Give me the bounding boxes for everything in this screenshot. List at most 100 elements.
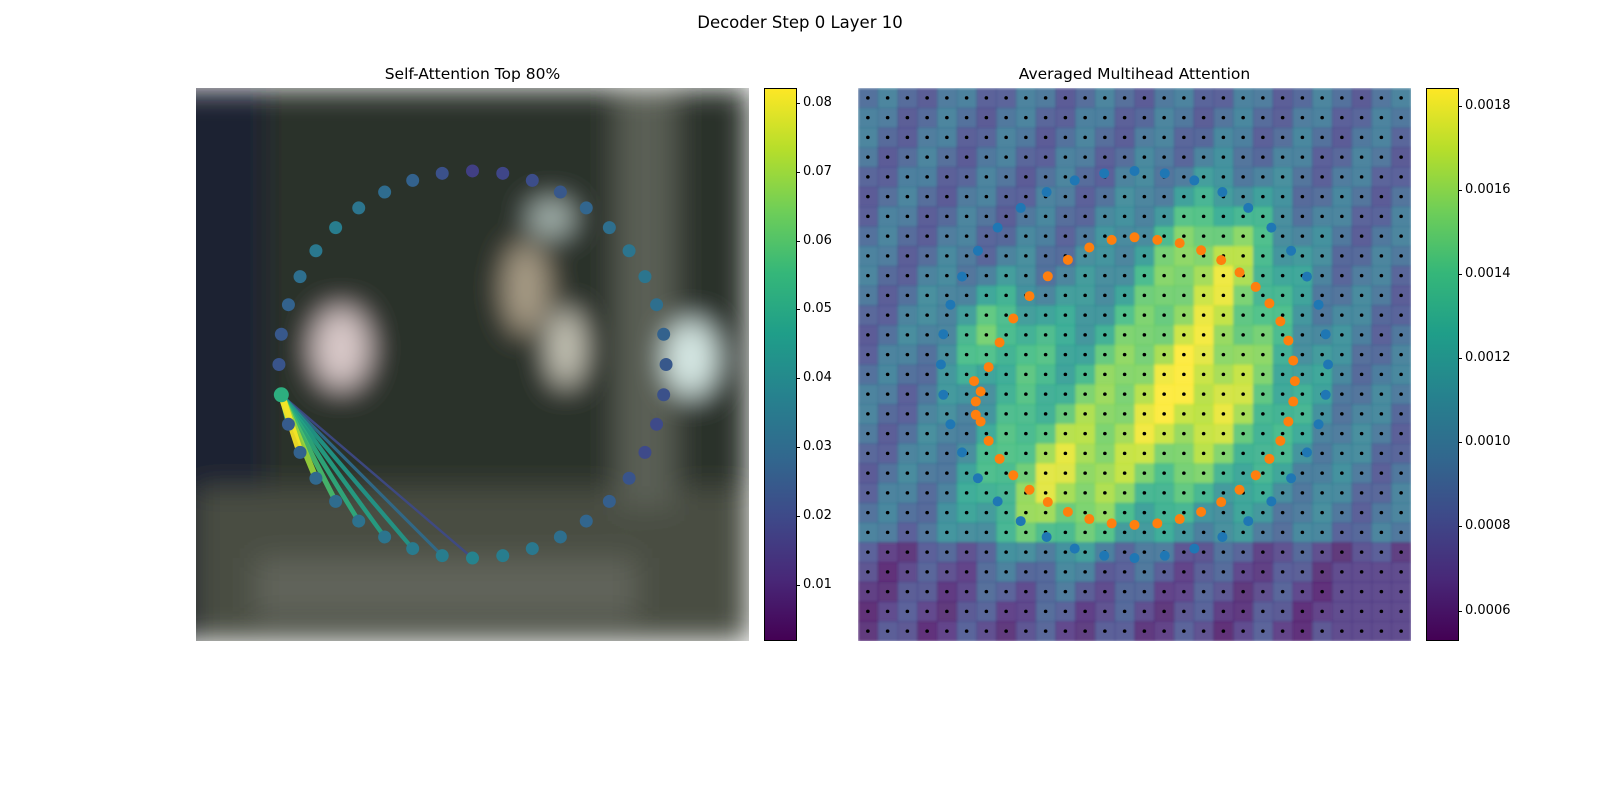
grid-dot <box>1359 570 1364 574</box>
grid-dot <box>905 194 910 199</box>
grid-dot <box>984 175 989 179</box>
grid-dot <box>1359 135 1364 140</box>
grid-dot <box>1162 115 1166 120</box>
blue-point <box>1069 175 1080 186</box>
grid-dot <box>1083 234 1087 238</box>
left-colorbar-tick-label: 0.03 <box>803 439 832 454</box>
grid-dot <box>1201 194 1206 199</box>
grid-dot <box>1280 510 1285 515</box>
grid-dot <box>1103 570 1107 574</box>
grid-dot <box>964 550 969 554</box>
grid-dot <box>1063 234 1068 238</box>
grid-dot <box>1201 471 1206 475</box>
grid-dot <box>1004 194 1008 199</box>
left-colorbar-tickmark <box>796 172 800 173</box>
blue-point <box>1015 202 1026 213</box>
blue-point <box>1069 543 1080 554</box>
blue-point <box>1189 543 1200 554</box>
grid-dot <box>984 530 989 535</box>
grid-dot <box>1379 194 1384 199</box>
grid-dot <box>1122 293 1127 298</box>
grid-dot <box>1399 194 1403 199</box>
attention-link <box>279 393 444 558</box>
grid-dot <box>1379 234 1384 238</box>
grid-dot <box>1004 431 1008 436</box>
grid-dot <box>905 412 910 416</box>
grid-dot <box>1182 214 1186 219</box>
grid-dot <box>1004 372 1008 377</box>
grid-dot <box>1063 333 1068 337</box>
circle-point <box>602 494 616 508</box>
grid-dot <box>1300 115 1305 120</box>
circle-point <box>435 166 449 180</box>
grid-dot <box>1142 609 1147 614</box>
grid-dot <box>925 293 929 298</box>
grid-dot <box>1280 254 1285 258</box>
grid-dot <box>945 451 949 456</box>
grid-dot <box>1103 412 1107 416</box>
right-colorbar-tickmark <box>1458 442 1462 443</box>
grid-dot <box>885 175 890 179</box>
grid-dot <box>1359 293 1364 298</box>
grid-dot <box>1261 135 1265 140</box>
grid-dot <box>1280 491 1285 495</box>
grid-dot <box>1043 254 1048 258</box>
circle-point <box>274 327 288 341</box>
grid-dot <box>1004 352 1008 357</box>
grid-dot <box>1063 570 1068 574</box>
grid-dot <box>1004 273 1008 278</box>
grid-dot <box>1261 293 1265 298</box>
grid-dot <box>984 491 989 495</box>
grid-dot <box>1201 175 1206 179</box>
grid-dot <box>1162 431 1166 436</box>
grid-dot <box>945 550 949 554</box>
grid-dot <box>1043 431 1048 436</box>
grid-dot <box>1162 589 1166 594</box>
grid-dot <box>1142 471 1147 475</box>
blue-point <box>1266 222 1277 233</box>
grid-dot <box>1379 313 1384 317</box>
grid-dot <box>1261 491 1265 495</box>
grid-dot <box>1320 530 1324 535</box>
grid-dot <box>925 550 929 554</box>
grid-dot <box>964 254 969 258</box>
grid-dot <box>1083 530 1087 535</box>
orange-point <box>1275 435 1286 446</box>
grid-dot <box>1300 550 1305 554</box>
query-point <box>273 387 289 403</box>
left-colorbar-tick-label: 0.05 <box>803 301 832 316</box>
grid-dot <box>1004 570 1008 574</box>
grid-dot <box>1399 313 1403 317</box>
grid-dot <box>945 510 949 515</box>
grid-dot <box>1004 234 1008 238</box>
grid-dot <box>1024 372 1028 377</box>
left-colorbar-tick-label: 0.07 <box>803 164 832 179</box>
grid-dot <box>1122 609 1127 614</box>
grid-dot <box>1201 214 1206 219</box>
grid-dot <box>1280 115 1285 120</box>
grid-dot <box>1340 530 1344 535</box>
grid-dot <box>1379 412 1384 416</box>
grid-dot <box>885 254 890 258</box>
grid-dot <box>1103 471 1107 475</box>
grid-dot <box>925 175 929 179</box>
grid-dot <box>1300 431 1305 436</box>
grid-dot <box>1103 234 1107 238</box>
grid-dot <box>1024 155 1028 159</box>
grid-dot <box>1261 96 1265 100</box>
grid-dot <box>1300 234 1305 238</box>
grid-dot <box>905 392 910 396</box>
orange-point <box>1084 514 1095 525</box>
grid-dot <box>1122 589 1127 594</box>
grid-dot <box>1083 135 1087 140</box>
right-colorbar-tick-label: 0.0012 <box>1465 350 1511 365</box>
grid-dot <box>945 372 949 377</box>
grid-dot <box>1379 491 1384 495</box>
grid-dot <box>1083 550 1087 554</box>
grid-dot <box>1142 333 1147 337</box>
grid-dot <box>1241 333 1245 337</box>
grid-dot <box>1261 471 1265 475</box>
grid-dot <box>1300 372 1305 377</box>
grid-dot <box>885 313 890 317</box>
grid-dot <box>964 589 969 594</box>
